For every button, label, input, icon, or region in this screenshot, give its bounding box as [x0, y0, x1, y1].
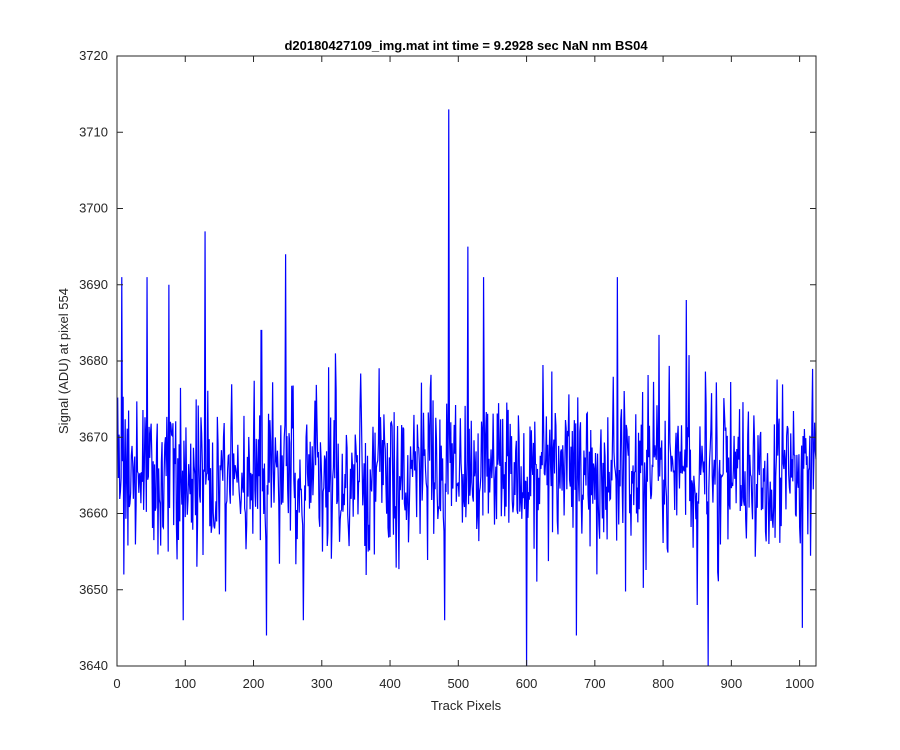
- x-tick-label: 700: [584, 676, 606, 691]
- y-tick-label: 3690: [79, 277, 108, 292]
- x-tick-label: 900: [721, 676, 743, 691]
- y-tick-label: 3670: [79, 429, 108, 444]
- y-tick-label: 3640: [79, 658, 108, 673]
- y-tick-label: 3700: [79, 201, 108, 216]
- x-tick-label: 200: [243, 676, 265, 691]
- x-axis: 0 100 200 300 400 500 600 700 800 900 1000: [113, 56, 814, 691]
- x-axis-label: Track Pixels: [431, 698, 502, 713]
- y-tick-label: 3680: [79, 353, 108, 368]
- y-tick-label: 3660: [79, 506, 108, 521]
- x-tick-label: 800: [652, 676, 674, 691]
- x-tick-label: 500: [447, 676, 469, 691]
- x-tick-label: 100: [174, 676, 196, 691]
- signal-series-line: [117, 109, 817, 667]
- chart-title: d20180427109_img.mat int time = 9.2928 s…: [284, 38, 648, 53]
- y-tick-label: 3650: [79, 582, 108, 597]
- x-tick-label: 400: [379, 676, 401, 691]
- x-tick-label: 1000: [785, 676, 814, 691]
- y-axis: 3640 3650 3660 3670 3680 3690 3700 3710 3720: [79, 48, 816, 673]
- x-tick-label: 300: [311, 676, 333, 691]
- series-group: [117, 109, 817, 667]
- y-tick-label: 3720: [79, 48, 108, 63]
- y-tick-label: 3710: [79, 124, 108, 139]
- x-tick-label: 600: [516, 676, 538, 691]
- y-axis-label: Signal (ADU) at pixel 554: [56, 288, 71, 434]
- x-tick-label: 0: [113, 676, 120, 691]
- axes-box: [116, 55, 817, 667]
